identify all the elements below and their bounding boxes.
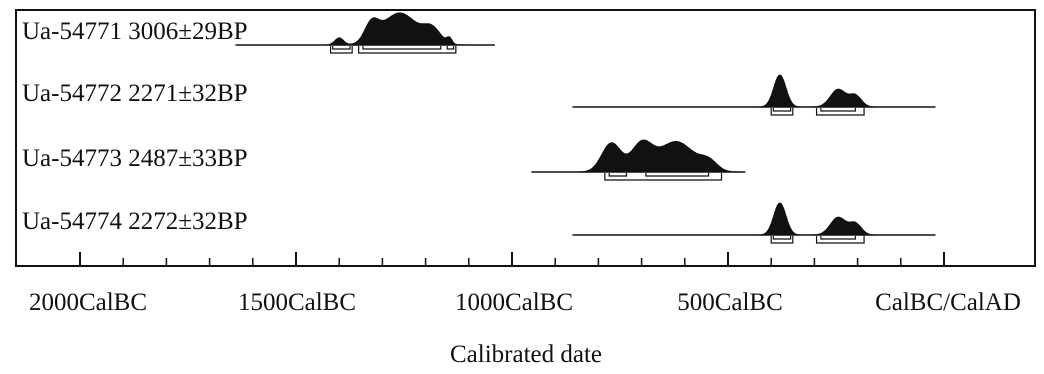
- range-bracket: [820, 236, 857, 240]
- range-bracket: [358, 46, 457, 54]
- probability-distribution: [235, 12, 495, 46]
- sample-label: Ua-54774 2272±32BP: [22, 208, 248, 235]
- range-bracket: [815, 236, 865, 244]
- range-bracket: [604, 173, 723, 181]
- probability-distribution: [531, 139, 746, 173]
- probability-distribution: [572, 202, 936, 236]
- range-bracket: [329, 46, 353, 54]
- probability-distribution: [572, 74, 936, 108]
- sample-row: Ua-54771 3006±29BP: [22, 12, 495, 54]
- range-bracket: [770, 236, 794, 244]
- range-bracket: [446, 46, 455, 50]
- sample-row: Ua-54772 2271±32BP: [22, 74, 936, 116]
- plot-frame: [15, 9, 1036, 267]
- range-bracket: [608, 173, 628, 177]
- range-bracket: [332, 46, 351, 50]
- range-bracket: [362, 46, 442, 50]
- sample-row: Ua-54773 2487±33BP: [22, 139, 746, 181]
- sample-label: Ua-54772 2271±32BP: [22, 80, 248, 107]
- sample-row: Ua-54774 2272±32BP: [22, 202, 936, 244]
- x-axis-tick-labels: 2000CalBC 1500CalBC 1000CalBC 500CalBC CalBC…: [29, 289, 1021, 316]
- tick-label: 2000CalBC: [29, 289, 147, 316]
- sample-label: Ua-54771 3006±29BP: [22, 18, 248, 45]
- range-bracket: [820, 108, 857, 112]
- range-bracket: [645, 173, 710, 177]
- range-bracket: [772, 236, 792, 240]
- tick-label: 1000CalBC: [455, 289, 573, 316]
- range-bracket: [772, 108, 792, 112]
- x-axis-ticks: [79, 252, 945, 266]
- tick-label: 500CalBC: [677, 289, 783, 316]
- range-bracket: [815, 108, 865, 116]
- x-axis-title: Calibrated date: [450, 341, 602, 368]
- sample-label: Ua-54773 2487±33BP: [22, 145, 248, 172]
- range-bracket: [770, 108, 794, 116]
- tick-label: CalBC/CalAD: [875, 289, 1021, 316]
- samples-group: Ua-54771 3006±29BP Ua-54772 2271±32BP Ua-5…: [22, 12, 936, 244]
- tick-label: 1500CalBC: [238, 289, 356, 316]
